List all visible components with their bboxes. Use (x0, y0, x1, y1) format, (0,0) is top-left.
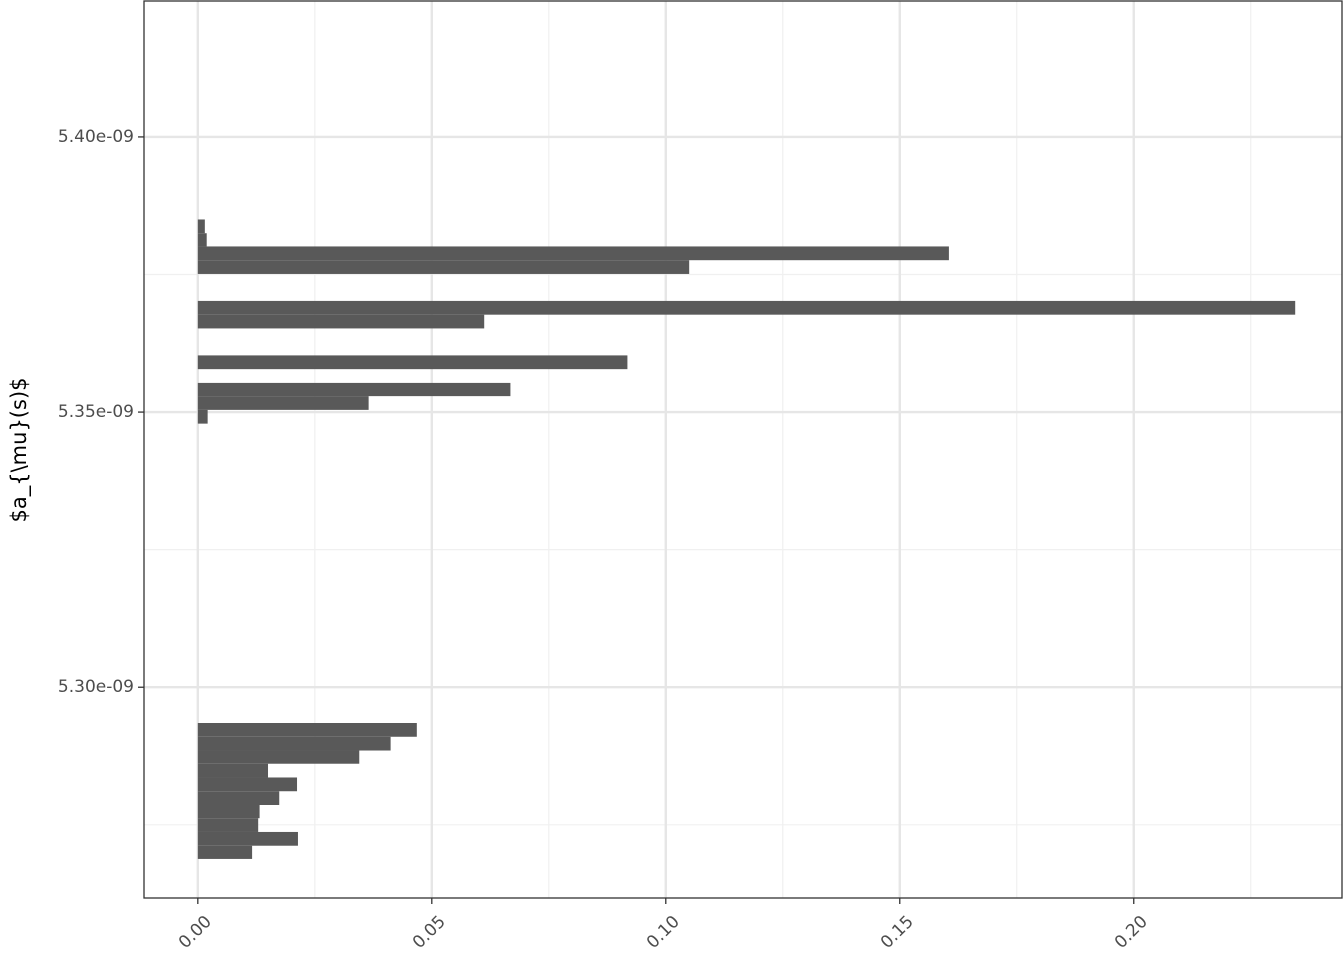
histogram-bar (197, 845, 253, 859)
histogram-bar (197, 763, 269, 778)
histogram-bar (197, 219, 205, 234)
histogram-bar (197, 409, 208, 424)
histogram-bar (197, 750, 360, 764)
histogram-bar (197, 382, 511, 397)
histogram-bar (197, 314, 485, 329)
bars (197, 219, 1296, 859)
y-tick-label: 5.35e-09 (58, 402, 134, 422)
histogram-bar (197, 777, 298, 792)
x-tick-label: 0.15 (877, 912, 918, 953)
y-tick-label: 5.30e-09 (58, 677, 134, 697)
histogram-bar (197, 246, 949, 261)
panel-border (143, 0, 1343, 899)
histogram-bar (197, 831, 298, 846)
x-tick-label: 0.10 (643, 912, 684, 953)
histogram-bar (197, 818, 259, 832)
histogram-bar (197, 736, 391, 751)
y-tick-label: 5.40e-09 (58, 127, 134, 147)
x-tick-label: 0.00 (175, 912, 216, 953)
histogram-bar (197, 804, 260, 819)
histogram-bar (197, 791, 280, 805)
histogram-bar (197, 396, 369, 410)
histogram-bar (197, 723, 417, 737)
x-tick-label: 0.20 (1111, 912, 1152, 953)
histogram-bar (197, 233, 207, 247)
histogram-bar (197, 355, 628, 370)
y-axis-title: $a_{\mu}(s)$ (7, 378, 32, 523)
histogram-bar (197, 260, 690, 274)
axes: 0.00 0.05 0.10 0.15 0.20 5.30e-09 5.35e-09 5.40… (58, 0, 1343, 953)
x-tick-label: 0.05 (409, 912, 450, 953)
histogram-bar (197, 300, 1296, 315)
